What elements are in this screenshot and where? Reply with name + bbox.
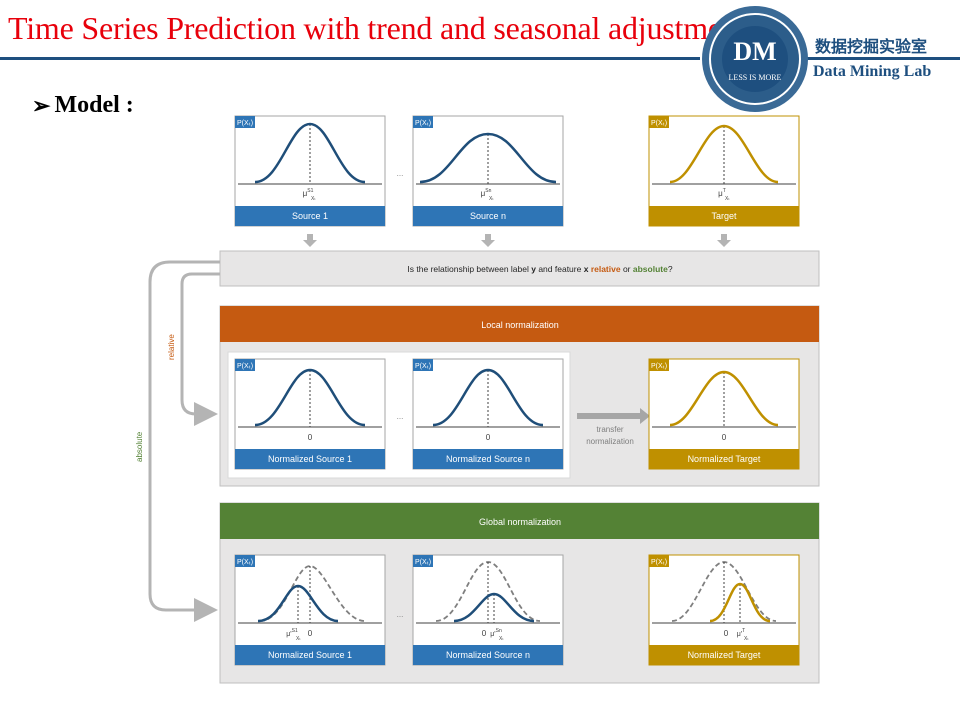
svg-text:Xₜ: Xₜ <box>725 196 730 202</box>
svg-text:0: 0 <box>722 433 727 442</box>
absolute-label: absolute <box>135 431 144 462</box>
svg-text:0: 0 <box>486 433 491 442</box>
svg-text:P(Xₜ): P(Xₜ) <box>415 363 431 370</box>
caption-local-target: Normalized Target <box>688 454 761 464</box>
svg-text:P(Xₜ): P(Xₜ) <box>237 559 253 566</box>
global-normalization-block: Global normalization P(Xₜ) μ'S1 Xₜ 0 Nor… <box>219 502 820 684</box>
svg-text:P(Xₜ): P(Xₜ) <box>237 363 253 370</box>
svg-text:0: 0 <box>482 629 487 638</box>
top-panel-target: P(Xₜ) μT Xₜ Target <box>648 115 800 227</box>
logo-motto: LESS IS MORE <box>729 73 782 82</box>
caption-source-1: Source 1 <box>292 211 328 221</box>
lab-name-chinese: 数据挖掘实验室 <box>815 37 928 56</box>
normalization-diagram: P(Xₜ) μS1 Xₜ Source 1 ... P(Xₜ) μSn Xₜ S… <box>135 115 820 684</box>
caption-global-source-n: Normalized Source n <box>446 650 530 660</box>
local-header: Local normalization <box>481 320 559 330</box>
caption-source-n: Source n <box>470 211 506 221</box>
lab-logo: DM LESS IS MORE <box>702 6 808 112</box>
top-panel-source-n: P(Xₜ) μSn Xₜ Source n <box>412 115 564 227</box>
svg-text:0: 0 <box>308 629 313 638</box>
question-bar: Is the relationship between label y and … <box>219 250 820 287</box>
lab-name-english: Data Mining Lab <box>813 63 932 80</box>
routing-arrows <box>148 260 220 622</box>
svg-text:P(Xₜ): P(Xₜ) <box>415 120 431 127</box>
svg-text:μ'T: μ'T <box>737 628 745 638</box>
svg-text:Xₜ: Xₜ <box>296 636 301 642</box>
svg-text:μS1: μS1 <box>303 188 314 198</box>
top-panel-source-1: P(Xₜ) μS1 Xₜ Source 1 <box>234 115 386 227</box>
question-text: Is the relationship between label y and … <box>407 264 672 274</box>
title-underline <box>0 57 700 60</box>
svg-text:0: 0 <box>308 433 313 442</box>
svg-text:μ'Sn: μ'Sn <box>490 628 502 638</box>
svg-text:...: ... <box>397 412 404 421</box>
local-normalization-block: Local normalization P(Xₜ) 0 Normalized S… <box>219 305 820 487</box>
svg-text:Xₜ: Xₜ <box>311 196 316 202</box>
svg-text:0: 0 <box>724 629 729 638</box>
svg-text:P(Xₜ): P(Xₜ) <box>651 559 667 566</box>
svg-text:Xₜ: Xₜ <box>499 636 504 642</box>
svg-text:μSn: μSn <box>481 188 492 198</box>
svg-text:μT: μT <box>718 188 726 198</box>
relative-label: relative <box>167 334 176 360</box>
caption-local-source-n: Normalized Source n <box>446 454 530 464</box>
caption-global-target: Normalized Target <box>688 650 761 660</box>
title-underline-right <box>800 57 960 60</box>
global-header: Global normalization <box>479 517 561 527</box>
svg-text:Xₜ: Xₜ <box>744 636 749 642</box>
down-arrows <box>303 234 731 247</box>
logo-initials: DM <box>733 37 776 66</box>
heading-text: Model : <box>54 92 134 118</box>
svg-text:P(Xₜ): P(Xₜ) <box>651 120 667 127</box>
caption-local-source-1: Normalized Source 1 <box>268 454 352 464</box>
section-heading: ➢ Model : <box>32 92 134 119</box>
transfer-label-2: normalization <box>586 437 634 446</box>
svg-text:P(Xₜ): P(Xₜ) <box>415 559 431 566</box>
transfer-label-1: transfer <box>596 425 623 434</box>
svg-text:...: ... <box>397 610 404 619</box>
transfer-arrow-icon <box>577 408 650 424</box>
svg-text:Xₜ: Xₜ <box>489 196 494 202</box>
svg-text:μ'S1: μ'S1 <box>286 628 298 638</box>
bullet-arrow-icon: ➢ <box>32 92 51 118</box>
svg-text:P(Xₜ): P(Xₜ) <box>651 363 667 370</box>
caption-global-source-1: Normalized Source 1 <box>268 650 352 660</box>
slide-title: Time Series Prediction with trend and se… <box>8 10 747 46</box>
ellipsis-top: ... <box>397 169 404 178</box>
density-tag: P(Xₜ) <box>237 120 253 127</box>
caption-target: Target <box>711 211 737 221</box>
